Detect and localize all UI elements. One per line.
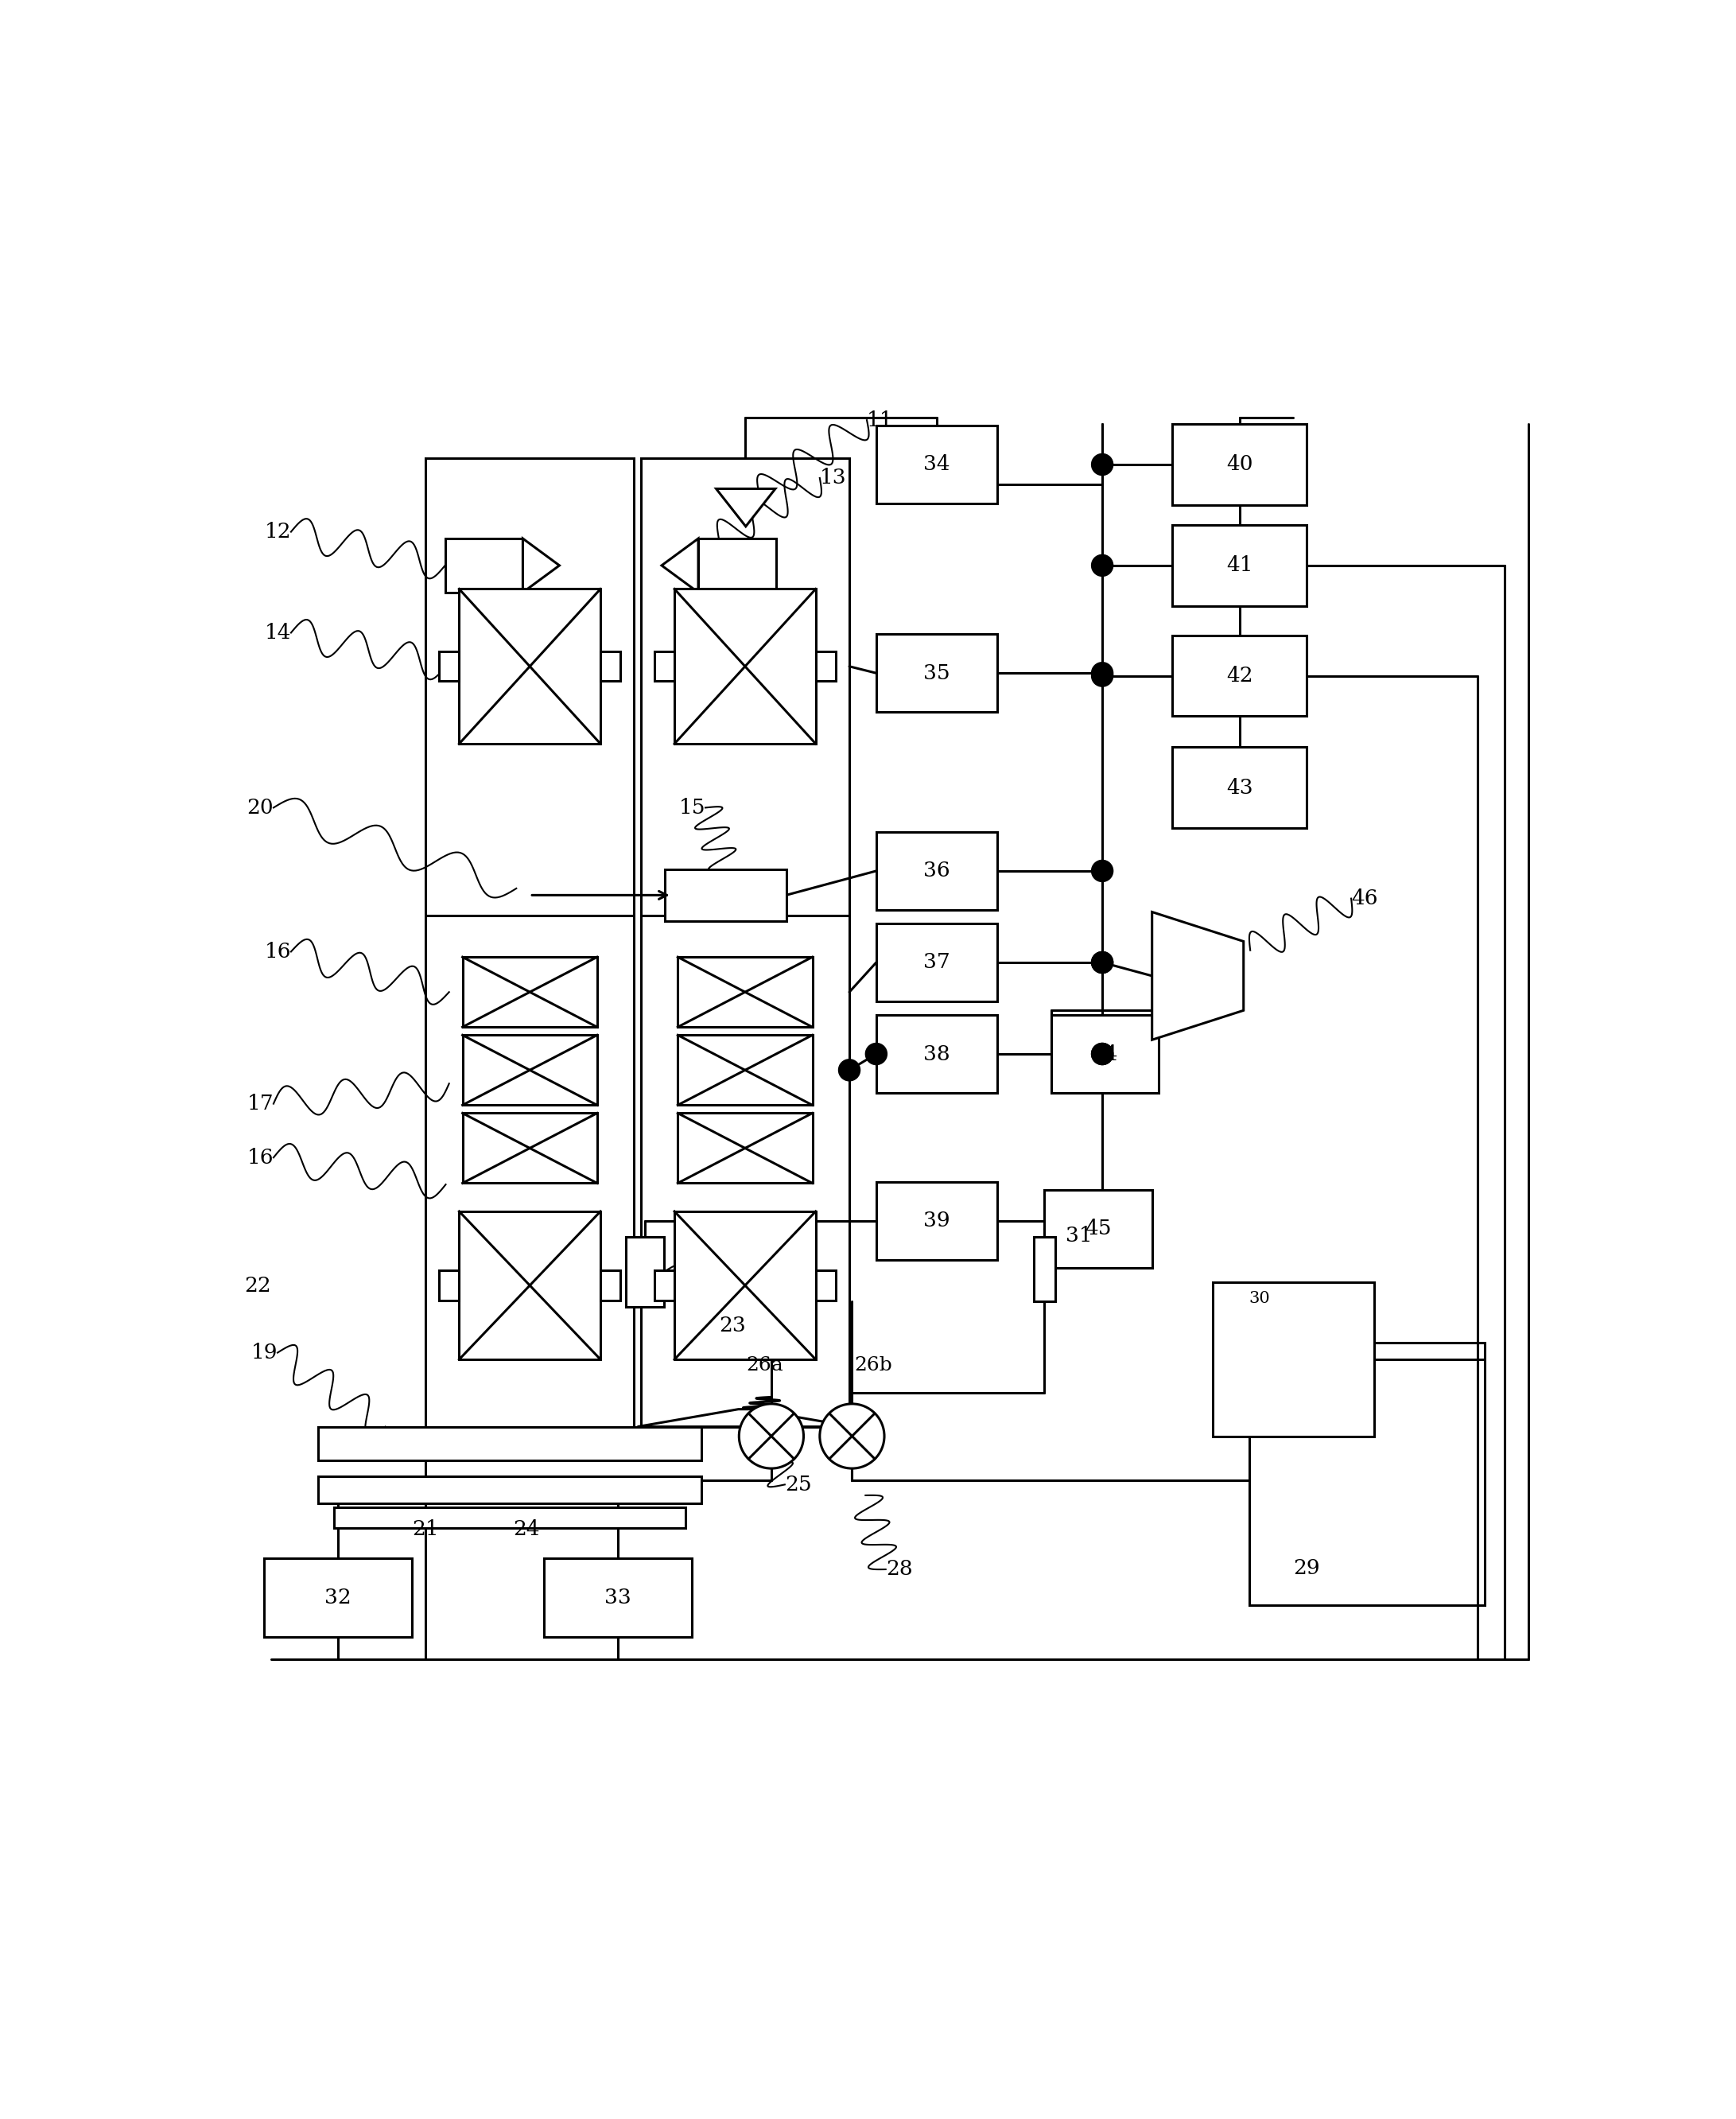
Bar (665, 869, 786, 922)
Text: 11: 11 (866, 411, 894, 430)
Text: 38: 38 (924, 1045, 950, 1064)
Bar (458, 1212, 601, 1360)
Text: 21: 21 (411, 1519, 439, 1538)
Circle shape (866, 1043, 887, 1064)
Bar (458, 589, 601, 744)
Bar (333, 1507, 686, 1528)
Bar (1172, 748, 1307, 829)
Text: 14: 14 (264, 623, 292, 642)
Bar (1050, 1015, 1160, 1093)
Text: 24: 24 (514, 1519, 540, 1538)
Bar (877, 426, 996, 504)
Text: 28: 28 (885, 1560, 913, 1579)
Text: 32: 32 (325, 1587, 351, 1608)
Bar (601, 1271, 621, 1301)
Text: 13: 13 (819, 468, 847, 487)
Bar (677, 1034, 812, 1106)
Text: 41: 41 (1226, 555, 1253, 576)
Bar (877, 1015, 996, 1093)
Circle shape (1092, 1043, 1113, 1064)
Bar (1212, 1282, 1375, 1437)
Text: 35: 35 (924, 663, 950, 682)
Text: 12: 12 (264, 521, 292, 542)
Circle shape (740, 1403, 804, 1468)
Bar (698, 538, 776, 593)
Text: 40: 40 (1226, 456, 1253, 475)
Circle shape (1092, 951, 1113, 973)
Bar (264, 1560, 411, 1636)
Bar (654, 651, 674, 680)
Bar (601, 651, 621, 680)
Bar (1033, 1237, 1055, 1301)
Bar (816, 1271, 837, 1301)
Circle shape (1092, 555, 1113, 576)
Text: 25: 25 (785, 1475, 811, 1494)
Circle shape (819, 1403, 884, 1468)
Bar (677, 1112, 812, 1182)
Text: 31: 31 (1066, 1225, 1092, 1246)
Polygon shape (1153, 911, 1243, 1040)
Bar (444, 538, 523, 593)
Polygon shape (661, 538, 698, 593)
Circle shape (1092, 663, 1113, 684)
Bar (674, 589, 816, 744)
Bar (1172, 636, 1307, 716)
Text: 30: 30 (1248, 1290, 1271, 1307)
Text: 16: 16 (247, 1148, 274, 1168)
Circle shape (838, 1060, 859, 1081)
Text: 20: 20 (247, 797, 274, 818)
Bar (543, 1560, 693, 1636)
Bar (462, 1112, 597, 1182)
Text: 26a: 26a (746, 1356, 783, 1375)
Text: 17: 17 (247, 1093, 274, 1115)
Bar (677, 958, 812, 1028)
Text: 33: 33 (604, 1587, 632, 1608)
Circle shape (1092, 951, 1113, 973)
Bar (654, 1271, 674, 1301)
Bar (674, 1212, 816, 1360)
Bar (318, 1426, 701, 1460)
Polygon shape (717, 489, 776, 526)
Text: 46: 46 (1351, 888, 1378, 909)
Text: 23: 23 (719, 1316, 746, 1335)
Polygon shape (523, 538, 559, 593)
Polygon shape (637, 1409, 852, 1426)
Bar (425, 458, 634, 1426)
Text: 43: 43 (1226, 778, 1253, 797)
Circle shape (1092, 860, 1113, 882)
Text: 22: 22 (245, 1276, 271, 1295)
Text: 19: 19 (252, 1343, 278, 1363)
Bar (816, 651, 837, 680)
Text: 37: 37 (924, 954, 950, 973)
Bar (641, 458, 849, 1426)
Text: 36: 36 (924, 860, 950, 882)
Circle shape (1092, 1043, 1113, 1064)
Circle shape (1092, 453, 1113, 475)
Text: 44: 44 (1092, 1045, 1118, 1064)
Circle shape (1092, 665, 1113, 687)
Bar (1250, 1343, 1484, 1604)
Bar (877, 1182, 996, 1261)
Bar (1045, 1191, 1153, 1267)
Bar (877, 634, 996, 712)
Text: 39: 39 (924, 1210, 950, 1231)
Text: 15: 15 (679, 797, 705, 818)
Bar (877, 833, 996, 909)
Bar (318, 1477, 701, 1502)
Text: 42: 42 (1226, 665, 1253, 687)
Bar (439, 651, 458, 680)
Bar (462, 958, 597, 1028)
Bar (439, 1271, 458, 1301)
Bar (627, 1237, 663, 1307)
Text: 29: 29 (1293, 1557, 1319, 1579)
Text: 26b: 26b (854, 1356, 892, 1375)
Bar (877, 924, 996, 1002)
Text: 16: 16 (264, 941, 292, 962)
Bar (462, 1034, 597, 1106)
Bar (1172, 526, 1307, 606)
Text: 34: 34 (924, 456, 950, 475)
Text: 45: 45 (1085, 1218, 1111, 1240)
Bar (1172, 424, 1307, 504)
